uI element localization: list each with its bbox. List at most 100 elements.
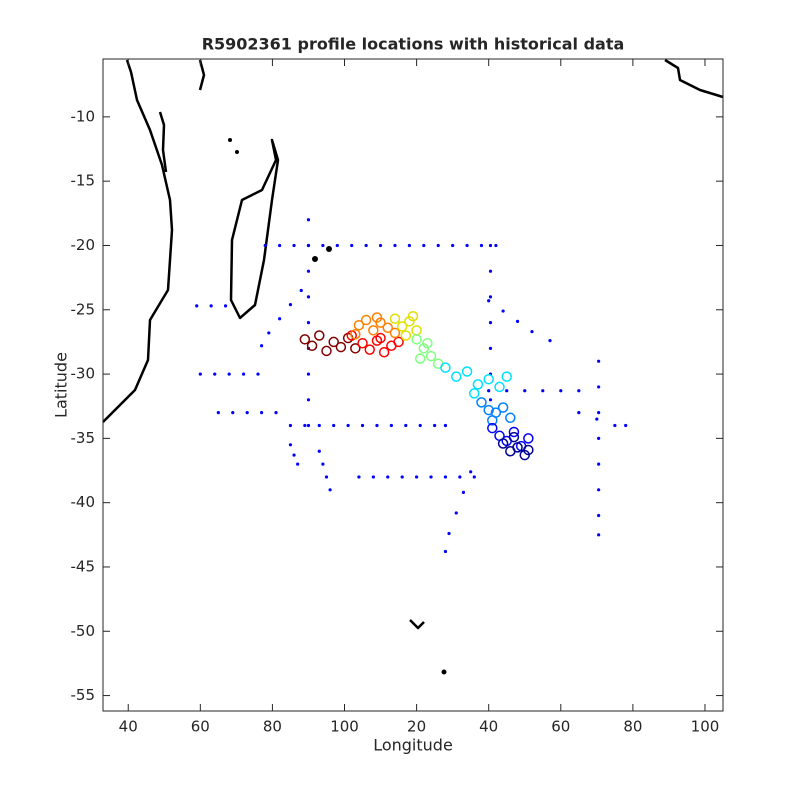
historical-point: [415, 475, 419, 479]
historical-point: [375, 423, 379, 428]
historical-point: [433, 423, 437, 428]
historical-point: [393, 243, 397, 248]
historical-point: [328, 488, 332, 492]
profile-point: [400, 330, 412, 341]
coastlines: [102, 58, 724, 675]
profile-point: [469, 388, 480, 399]
historical-point: [418, 423, 422, 428]
x-tick-label: 60: [191, 718, 210, 736]
historical-point: [597, 359, 601, 363]
historical-point: [260, 411, 264, 415]
x-tick-label: 60: [551, 718, 570, 736]
y-tick-label: -15: [71, 172, 96, 190]
historical-point: [241, 372, 246, 376]
profile-point: [487, 415, 498, 426]
historical-point: [288, 303, 293, 307]
historical-point: [400, 475, 404, 479]
island: [235, 150, 239, 154]
profile-point: [335, 341, 347, 353]
historical-point: [494, 243, 498, 248]
historical-point: [216, 411, 220, 415]
historical-point: [335, 243, 339, 248]
y-axis-label: Latitude: [52, 352, 71, 418]
island: [326, 246, 332, 252]
historical-point: [461, 490, 466, 494]
historical-point: [488, 346, 493, 350]
historical-point: [422, 243, 426, 248]
profile-point: [371, 312, 383, 323]
coastline: [229, 138, 280, 320]
profile-point: [512, 442, 523, 453]
historical-point: [306, 269, 311, 273]
historical-point: [299, 288, 303, 293]
profile-point: [350, 328, 361, 340]
historical-point: [577, 389, 581, 393]
historical-point: [389, 423, 393, 428]
historical-point: [288, 443, 293, 447]
y-tick-label: -55: [71, 686, 96, 704]
historical-point: [479, 243, 484, 248]
island: [312, 256, 318, 262]
historical-point: [245, 411, 249, 415]
y-tick-label: -20: [71, 236, 96, 254]
historical-point: [488, 243, 493, 248]
historical-point: [321, 243, 325, 248]
historical-point: [488, 269, 493, 273]
historical-point: [597, 436, 601, 440]
island: [228, 138, 232, 142]
profile-point: [414, 353, 426, 364]
historical-point: [472, 475, 476, 479]
historical-point: [597, 533, 601, 537]
profile-point: [440, 362, 451, 373]
historical-point: [487, 389, 491, 393]
historical-point: [407, 243, 411, 248]
y-tick-label: -30: [71, 365, 96, 383]
historical-point: [530, 330, 534, 334]
profile-point: [357, 337, 368, 349]
x-tick-label: 40: [479, 718, 498, 736]
y-tick-label: -25: [71, 300, 96, 318]
historical-point: [256, 372, 260, 376]
profile-point: [494, 381, 505, 393]
profile-point: [487, 422, 498, 434]
historical-point: [346, 423, 350, 428]
historical-point: [306, 243, 311, 248]
x-axis-label: Longitude: [373, 736, 453, 755]
historical-point: [324, 475, 329, 479]
historical-point: [350, 243, 354, 248]
historical-point: [364, 243, 368, 248]
profile-point: [483, 373, 494, 385]
historical-point: [288, 423, 293, 428]
y-tick-label: -10: [71, 107, 96, 125]
profile-point: [389, 327, 401, 339]
profile-point: [375, 332, 386, 344]
historical-point: [371, 475, 375, 479]
historical-point: [443, 549, 448, 554]
profile-point: [497, 438, 509, 449]
profile-point: [451, 371, 462, 382]
historical-point: [548, 339, 552, 343]
historical-point: [267, 331, 271, 335]
chart-title: R5902361 profile locations with historic…: [202, 35, 625, 54]
profile-point: [393, 336, 404, 348]
historical-point: [597, 488, 601, 492]
historical-point: [227, 372, 231, 376]
historical-point: [487, 299, 491, 303]
profile-point: [505, 412, 516, 424]
historical-point: [447, 531, 451, 536]
historical-point: [488, 321, 493, 325]
profile-point: [483, 404, 494, 416]
historical-point: [443, 423, 448, 428]
profile-point: [378, 346, 390, 358]
historical-point: [488, 295, 493, 299]
historical-point: [465, 243, 469, 248]
historical-point: [360, 423, 365, 428]
historical-point: [451, 243, 455, 248]
profile-point: [425, 350, 437, 362]
historical-point: [404, 423, 408, 428]
profile-point: [476, 397, 487, 408]
profile-point: [321, 345, 332, 357]
historical-point: [213, 372, 217, 376]
profile-point: [382, 322, 394, 334]
x-tick-label: 100: [330, 718, 359, 736]
